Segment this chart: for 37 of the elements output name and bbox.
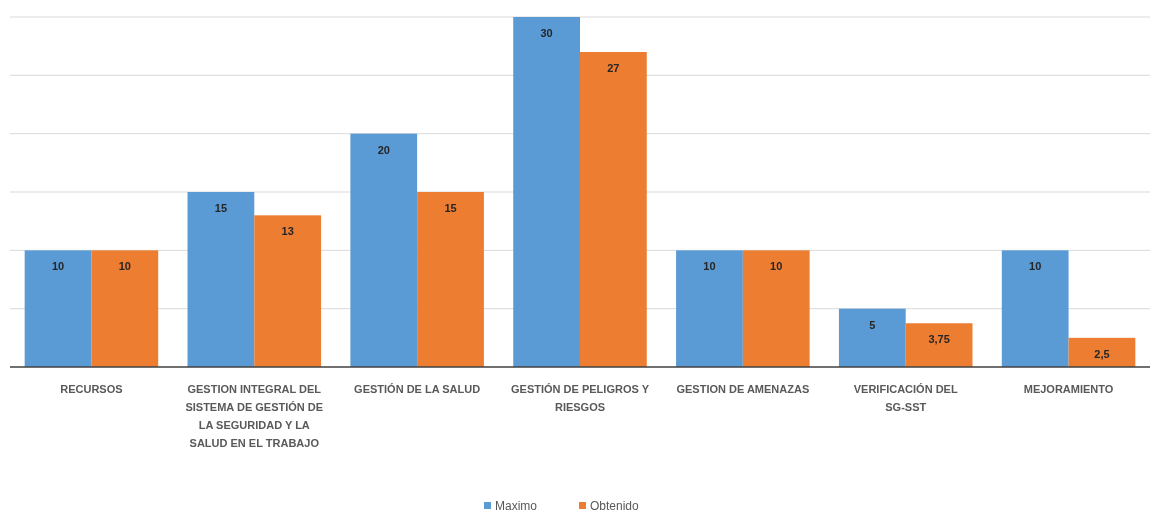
bar: [1068, 337, 1136, 367]
x-tick-label: VERIFICACIÓN DEL SG-SST: [853, 383, 958, 413]
data-label: 2,5: [1094, 347, 1110, 360]
bar: [350, 133, 418, 367]
bar: [580, 52, 647, 367]
data-label: 13: [281, 225, 294, 238]
bar: [838, 308, 906, 367]
data-label: 10: [1029, 260, 1042, 273]
x-tick-label: GESTIÓN DE LA SALUD: [354, 383, 481, 395]
bar: [91, 250, 159, 367]
bar: [513, 17, 580, 367]
data-label: 20: [377, 143, 390, 156]
data-label: 5: [869, 318, 876, 331]
bar: [24, 250, 92, 367]
x-tick-label: GESTIÓN DE PELIGROS Y RIESGOS: [511, 383, 650, 413]
x-tick-label: GESTION INTEGRAL DEL SISTEMA DE GESTIÓN DE LA SEGURIDAD Y LA SALUD EN EL TRABAJO: [185, 383, 324, 449]
data-label: 10: [118, 260, 131, 273]
bar: [1001, 250, 1069, 367]
bar: [254, 215, 322, 367]
legend-label: Obtenido: [590, 499, 640, 513]
data-label: 15: [444, 202, 457, 214]
data-label: 30: [540, 27, 553, 39]
bar: [676, 250, 743, 367]
legend-label: Maximo: [495, 499, 538, 513]
data-label: 27: [607, 62, 620, 74]
data-label: 3,75: [928, 333, 950, 346]
bar: [417, 192, 484, 367]
bar: [905, 323, 973, 367]
data-label: 10: [703, 260, 716, 273]
x-tick-label: RECURSOS: [60, 383, 123, 395]
bar: [187, 192, 255, 367]
data-label: 10: [51, 260, 65, 273]
x-tick-label: MEJORAMIENTO: [1023, 383, 1114, 395]
data-label: 15: [214, 202, 228, 214]
bar: [742, 250, 810, 367]
x-tick-label: GESTION DE AMENAZAS: [676, 383, 810, 395]
data-label: 10: [770, 260, 783, 273]
